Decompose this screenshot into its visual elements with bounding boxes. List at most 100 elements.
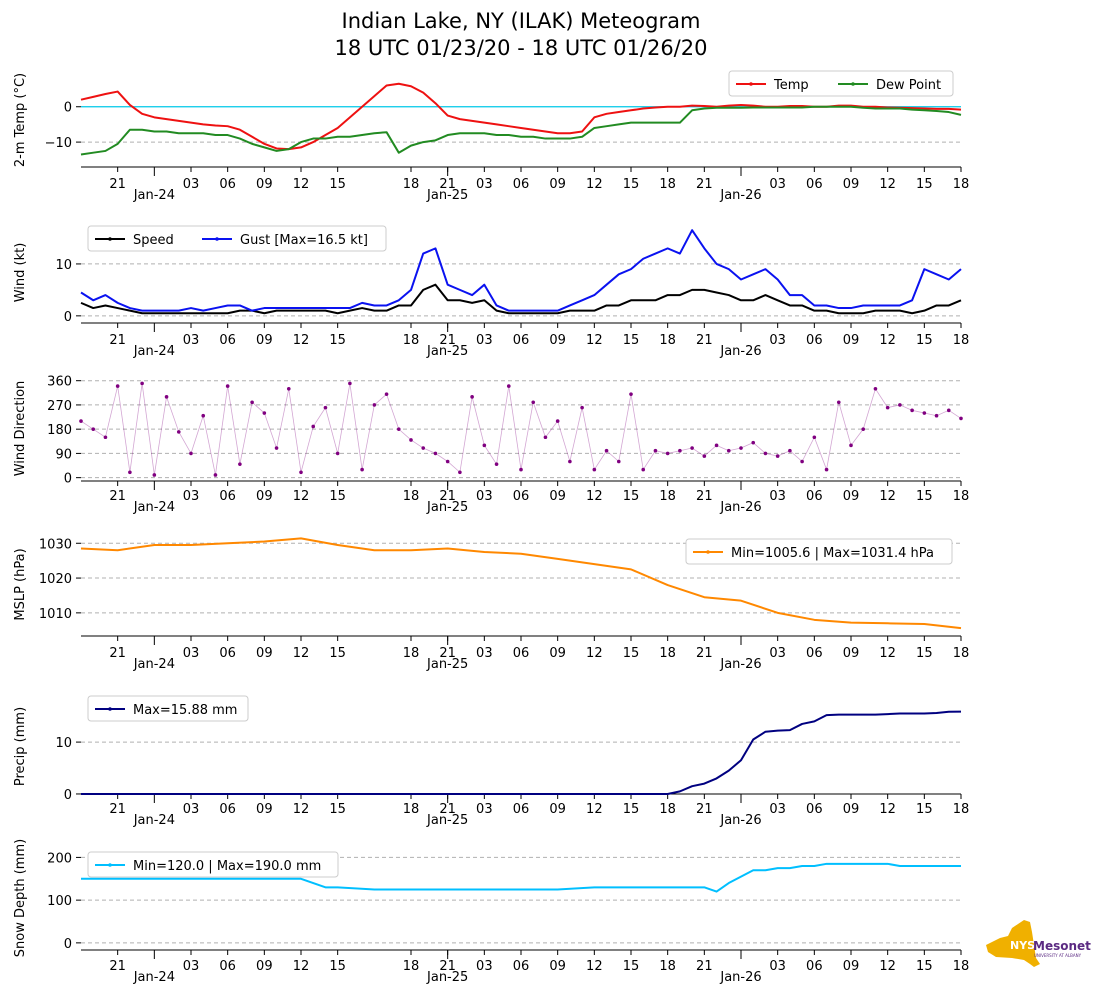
x-tick-label: 06 bbox=[513, 959, 530, 974]
x-date-label: Jan-26 bbox=[719, 970, 761, 985]
legend-label: Gust [Max=16.5 kt] bbox=[240, 233, 368, 248]
x-tick-label: 15 bbox=[623, 646, 640, 661]
legend-marker bbox=[108, 863, 112, 867]
data-point bbox=[592, 467, 597, 472]
y-tick-label: 200 bbox=[47, 851, 72, 866]
x-tick-label: 06 bbox=[806, 489, 823, 504]
data-point bbox=[922, 411, 927, 415]
x-tick-label: 18 bbox=[403, 802, 420, 817]
x-tick-label: 21 bbox=[696, 646, 713, 661]
y-tick-label: 0 bbox=[64, 788, 72, 803]
y-tick-label: 10 bbox=[55, 736, 72, 751]
data-point bbox=[409, 438, 413, 442]
x-tick-label: 12 bbox=[879, 333, 896, 348]
x-tick-label: 21 bbox=[439, 959, 456, 974]
x-tick-label: 09 bbox=[843, 333, 860, 348]
x-tick-label: 03 bbox=[769, 177, 786, 192]
x-tick-label: 12 bbox=[879, 959, 896, 974]
x-tick-label: 15 bbox=[623, 802, 640, 817]
legend-marker bbox=[215, 237, 219, 241]
series-line bbox=[80, 229, 962, 312]
x-tick-label: 21 bbox=[696, 802, 713, 817]
legend-box bbox=[87, 851, 339, 878]
x-tick-label: 03 bbox=[183, 333, 200, 348]
y-axis-label: 2-m Temp (°C) bbox=[13, 73, 28, 167]
x-tick-label: 03 bbox=[183, 646, 200, 661]
x-tick-label: 09 bbox=[256, 333, 273, 348]
x-tick-label: 06 bbox=[219, 333, 236, 348]
legend-label: Max=15.88 mm bbox=[133, 703, 237, 718]
data-point bbox=[176, 430, 181, 434]
x-tick-label: 15 bbox=[329, 333, 346, 348]
legend: Max=15.88 mm bbox=[87, 695, 249, 722]
x-tick-label: 12 bbox=[586, 489, 603, 504]
x-tick-label: 18 bbox=[659, 646, 676, 661]
data-point bbox=[79, 419, 83, 423]
x-tick-label: 21 bbox=[696, 333, 713, 348]
y-axis-label: Precip (mm) bbox=[13, 707, 28, 786]
y-tick-label: 100 bbox=[47, 894, 72, 909]
data-point bbox=[482, 443, 487, 448]
x-tick-label: 21 bbox=[439, 802, 456, 817]
x-tick-label: 15 bbox=[623, 489, 640, 504]
data-point bbox=[775, 454, 780, 458]
x-tick-label: 09 bbox=[549, 489, 566, 504]
data-point bbox=[335, 451, 340, 456]
x-date-label: Jan-25 bbox=[426, 657, 468, 672]
x-tick-label: 18 bbox=[403, 333, 420, 348]
data-point bbox=[311, 424, 316, 429]
logo-subtitle: UNIVERSITY AT ALBANY bbox=[1034, 953, 1082, 958]
x-date-label: Jan-26 bbox=[719, 813, 761, 828]
x-tick-label: 03 bbox=[476, 177, 493, 192]
data-point bbox=[616, 459, 621, 464]
x-tick-label: 09 bbox=[549, 333, 566, 348]
x-tick-label: 12 bbox=[586, 177, 603, 192]
x-tick-label: 15 bbox=[916, 489, 933, 504]
y-axis-label: Wind (kt) bbox=[13, 243, 28, 303]
x-date-label: Jan-25 bbox=[426, 500, 468, 515]
x-date-label: Jan-24 bbox=[133, 188, 175, 203]
x-tick-label: 06 bbox=[219, 646, 236, 661]
panel-temp: 0 −10 2-m Temp (°C) 21 03 06 09 12 15 18 21 03 06 09 1… bbox=[13, 70, 969, 203]
x-tick-label: 12 bbox=[879, 177, 896, 192]
x-tick-label: 18 bbox=[953, 333, 970, 348]
x-date-label: Jan-25 bbox=[426, 970, 468, 985]
legend: Temp Dew Point bbox=[728, 70, 954, 97]
data-point bbox=[788, 448, 792, 453]
data-point bbox=[726, 448, 731, 453]
x-tick-label: 21 bbox=[696, 959, 713, 974]
x-tick-label: 09 bbox=[256, 489, 273, 504]
x-tick-label: 03 bbox=[769, 646, 786, 661]
x-tick-label: 12 bbox=[293, 959, 310, 974]
series-line bbox=[80, 283, 962, 315]
data-point bbox=[115, 384, 120, 388]
x-tick-label: 18 bbox=[403, 959, 420, 974]
panel-precip: 10 0 Precip (mm) 21 03 06 09 12 15 18 21 03 06 09 12 15… bbox=[13, 695, 969, 828]
legend: Min=120.0 | Max=190.0 mm bbox=[87, 851, 339, 878]
x-tick-label: 15 bbox=[916, 177, 933, 192]
data-point bbox=[849, 443, 853, 448]
x-tick-label: 06 bbox=[219, 489, 236, 504]
panel-wind: 10 0 Wind (kt) 21 03 06 09 12 15 18 21 03 06 09 12 15 18… bbox=[13, 225, 970, 359]
x-tick-label: 06 bbox=[219, 177, 236, 192]
x-tick-label: 09 bbox=[256, 802, 273, 817]
x-tick-label: 15 bbox=[916, 959, 933, 974]
data-point bbox=[946, 408, 951, 413]
panel-snow_depth: 200 100 0 Snow Depth (mm) 21 03 06 09 12 15 18 21 03… bbox=[13, 839, 969, 985]
data-point bbox=[494, 462, 499, 466]
y-tick-label: 1030 bbox=[39, 537, 72, 552]
x-tick-label: 06 bbox=[219, 959, 236, 974]
x-date-label: Jan-24 bbox=[133, 344, 175, 359]
x-date-label: Jan-24 bbox=[133, 813, 175, 828]
y-tick-label: 1020 bbox=[39, 572, 72, 587]
data-point bbox=[812, 435, 817, 440]
logo-name: Mesonet bbox=[1033, 939, 1091, 953]
legend-label: Speed bbox=[133, 233, 174, 248]
data-point bbox=[238, 462, 242, 466]
x-date-label: Jan-24 bbox=[133, 970, 175, 985]
x-tick-label: 21 bbox=[109, 646, 126, 661]
x-tick-label: 03 bbox=[476, 333, 493, 348]
data-point bbox=[959, 416, 963, 421]
x-tick-label: 18 bbox=[659, 177, 676, 192]
legend-label: Temp bbox=[773, 78, 809, 93]
